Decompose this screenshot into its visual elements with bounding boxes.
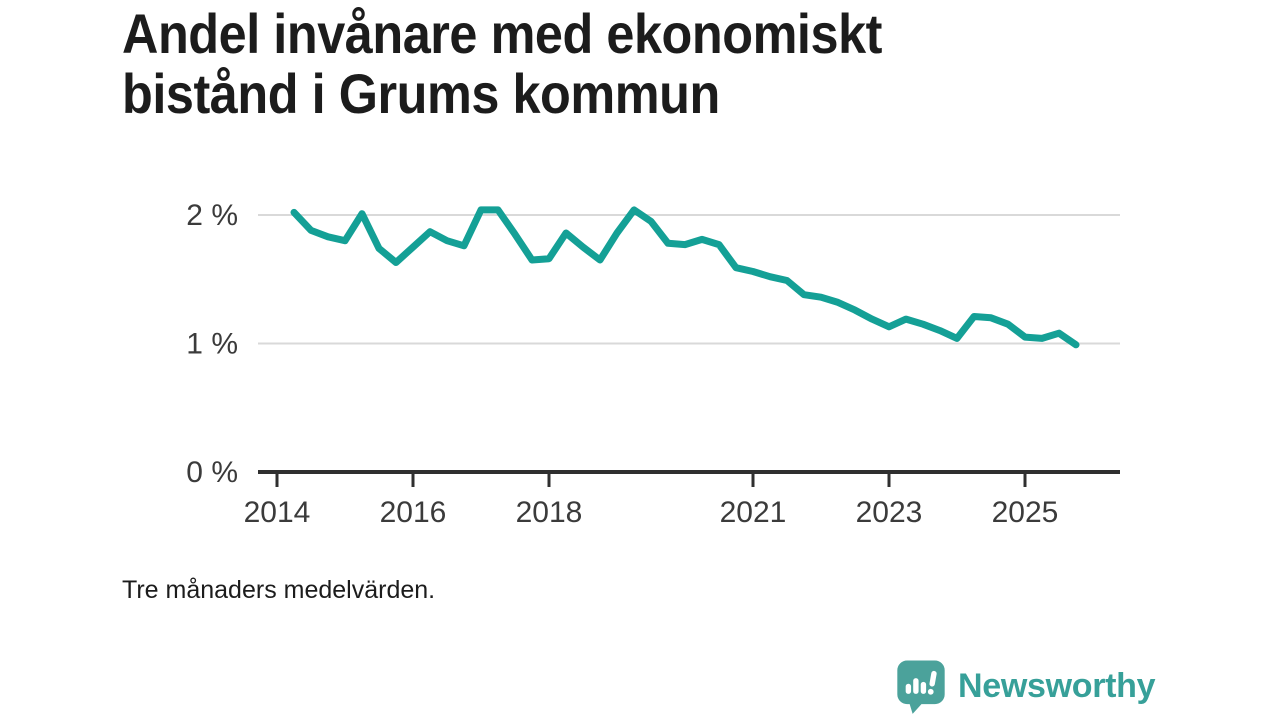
title-line-2: bistånd i Grums kommun: [122, 62, 720, 126]
title-line-1: Andel invånare med ekonomiskt: [122, 2, 882, 65]
y-tick-label: 0 %: [186, 456, 238, 489]
y-tick-label: 1 %: [186, 328, 238, 361]
newsworthy-logo: Newsworthy: [895, 658, 1156, 715]
x-tick-label: 2018: [516, 496, 583, 529]
newsworthy-wordmark: Newsworthy: [958, 667, 1156, 705]
data-line: [290, 206, 1080, 349]
exclamation-glyph: [927, 670, 937, 695]
x-tick-label: 2014: [244, 496, 311, 529]
newsworthy-bubble-chart-icon: [897, 660, 945, 714]
page-title: Andel invånare med ekonomiskt bistånd i …: [122, 2, 882, 126]
x-tick-label: 2023: [856, 496, 923, 529]
x-tick-label: 2016: [380, 496, 447, 529]
footnote-text: Tre månaders medelvärden.: [122, 576, 436, 604]
bar-chart-glyph: [905, 670, 937, 695]
x-tick-label: 2021: [720, 496, 787, 529]
y-tick-label: 2 %: [186, 199, 238, 232]
x-tick-label: 2025: [992, 496, 1059, 529]
